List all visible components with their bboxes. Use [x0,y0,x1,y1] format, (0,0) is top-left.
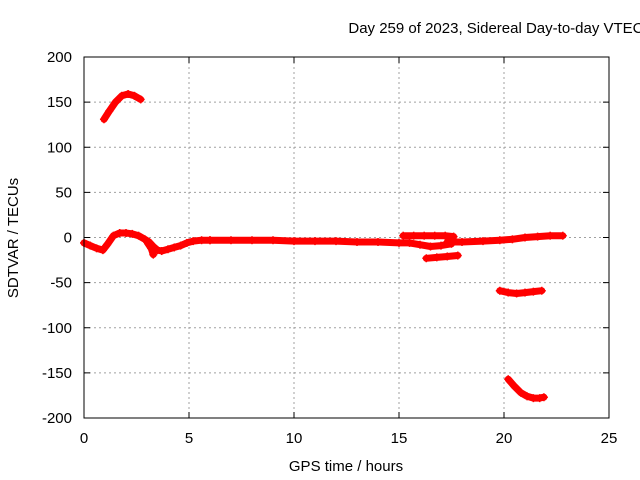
x-tick-label: 10 [286,430,303,447]
series-track-main-b [206,236,455,250]
data-point [453,251,462,260]
data-point [176,241,185,250]
data-point [206,236,214,245]
y-tick-label: -150 [42,365,72,382]
y-tick-label: 100 [47,139,72,156]
x-tick-label: 15 [391,430,408,447]
data-point [441,231,450,240]
y-axis-label: SDTVAR / TECUs [5,178,22,298]
data-point [147,244,156,253]
y-tick-label: 200 [47,49,72,66]
data-point [458,238,466,247]
data-point [130,91,139,100]
data-point [248,236,256,245]
y-tick-label: 150 [47,94,72,111]
series-track-minus170 [504,375,548,402]
data-point [504,288,513,297]
data-point [111,98,120,107]
data-point [416,240,424,249]
data-point [529,287,538,296]
data-point [495,286,504,295]
data-point [405,238,414,247]
data-point [105,107,114,116]
data-point [504,375,513,384]
data-point [136,95,145,104]
series-track-lower-mid [422,252,462,262]
data-series [80,90,567,403]
data-point [197,236,206,245]
data-point [432,253,441,262]
data-point [443,238,452,247]
data-point [510,382,519,391]
data-point [86,241,95,250]
data-point [420,231,429,240]
data-point [143,238,151,247]
data-point [164,245,172,254]
data-point [535,394,544,403]
data-point [117,91,126,100]
data-point [353,238,361,247]
data-point [537,286,546,295]
y-tick-label: -200 [42,410,72,427]
y-tick-label: 50 [55,184,72,201]
y-tick-label: 0 [64,230,72,247]
data-point [124,90,133,99]
axis-ticks: -200 -150 -100 -50 0 50 100 150 200 0 5 10 15 20 25 [42,49,617,447]
data-point [495,236,504,245]
data-point [98,246,107,255]
data-point [157,247,166,256]
x-tick-label: 20 [496,430,513,447]
data-point [521,233,529,242]
data-point [109,231,118,240]
data-point [546,231,555,240]
data-point [422,254,431,263]
data-point [134,231,143,240]
data-point [443,252,452,261]
data-point [92,244,101,253]
data-point [437,241,445,250]
data-point [533,232,542,241]
data-point [395,238,403,247]
chart-title: Day 259 of 2023, Sidereal Day-to-day VTE… [348,20,640,37]
data-point [409,231,418,240]
data-point [189,237,198,246]
data-point [430,231,439,240]
data-point [479,237,487,246]
data-point [122,228,130,237]
data-point [508,235,517,244]
data-point [399,231,408,240]
data-point [128,229,137,238]
data-point [311,237,319,246]
data-point [269,236,277,245]
data-point [523,392,532,401]
data-point [332,237,340,246]
x-tick-label: 5 [185,430,193,447]
data-point [521,288,529,297]
x-tick-label: 0 [80,430,88,447]
data-point [103,240,112,249]
data-point [558,231,567,240]
data-point [149,250,158,259]
data-point [374,238,382,247]
data-point [290,237,298,246]
data-point [170,243,179,252]
data-point [99,115,108,124]
data-point [182,238,191,247]
data-point [227,236,235,245]
data-point [539,393,548,402]
data-point [512,289,521,298]
x-axis-label: GPS time / hours [289,458,403,475]
data-point [426,242,435,251]
x-tick-label: 25 [601,430,618,447]
y-tick-label: -50 [50,275,72,292]
series-track-main-c [443,232,567,246]
data-point [516,388,525,397]
y-tick-label: -100 [42,320,72,337]
